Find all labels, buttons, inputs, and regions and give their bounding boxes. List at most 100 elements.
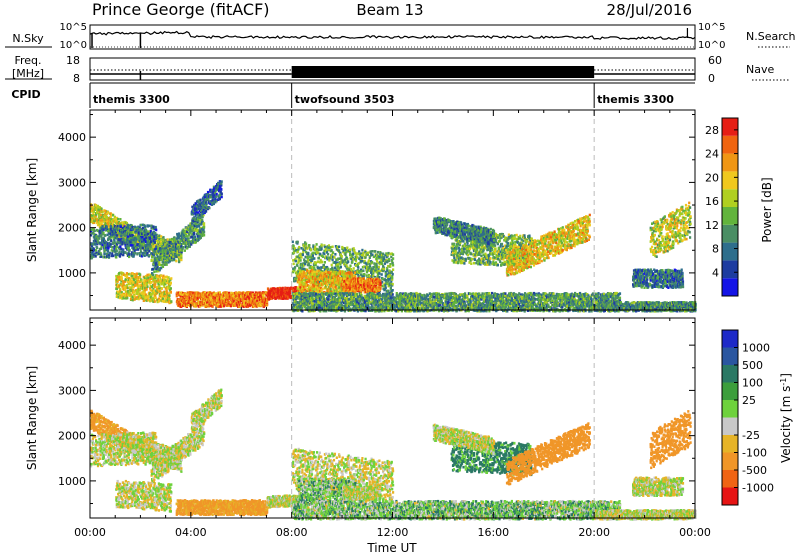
range-gate-cell [137, 243, 140, 246]
range-gate-cell [266, 287, 270, 290]
range-gate-cell [152, 300, 155, 303]
range-gate-cell [115, 256, 118, 259]
range-gate-cell [177, 234, 181, 238]
range-gate-cell [215, 304, 218, 308]
range-gate-cell [220, 192, 223, 195]
range-gate-cell [178, 257, 181, 261]
range-gate-cell [202, 228, 205, 231]
range-gate-cell [137, 280, 140, 284]
range-gate-cell [111, 230, 114, 234]
range-gate-cell [201, 294, 204, 297]
range-gate-cell [165, 261, 168, 264]
range-gate-cell [233, 299, 236, 302]
range-gate-cell [125, 272, 128, 275]
range-gate-cell [113, 215, 116, 219]
range-gate-cell [177, 243, 180, 247]
range-gate-cell [145, 277, 149, 281]
range-gate-cell [92, 210, 95, 213]
range-gate-cell [126, 296, 129, 300]
range-gate-cell [220, 188, 223, 191]
range-gate-cell [98, 247, 101, 251]
range-gate-cell [206, 190, 210, 194]
range-gate-cell [200, 203, 204, 206]
range-gate-cell [149, 245, 152, 248]
range-gate-cell [333, 266, 336, 270]
range-gate-cell [143, 279, 146, 282]
range-gate-cell [153, 278, 156, 281]
range-gate-cell [346, 257, 349, 261]
range-gate-cell [98, 217, 101, 220]
range-gate-cell [149, 284, 152, 288]
range-gate-cell [109, 245, 112, 248]
range-gate-cell [147, 245, 150, 248]
range-gate-cell [156, 275, 159, 279]
range-gate-cell [144, 225, 147, 229]
range-gate-cell [141, 236, 144, 239]
range-gate-cell [154, 243, 157, 247]
range-gate-cell [197, 299, 200, 303]
range-gate-cell [167, 295, 171, 299]
range-gate-cell [146, 252, 149, 255]
range-gate-cell [159, 253, 162, 257]
range-gate-cell [195, 223, 198, 227]
range-gate-cell [130, 276, 133, 280]
range-gate-cell [168, 294, 171, 297]
date-title: 28/Jul/2016 [607, 1, 692, 19]
range-gate-cell [115, 245, 118, 248]
range-gate-cell [135, 290, 138, 293]
range-gate-cell [126, 238, 129, 241]
range-gate-cell [253, 301, 256, 304]
range-gate-cell [165, 289, 168, 293]
range-gate-cell [90, 253, 94, 256]
range-gate-cell [127, 286, 130, 290]
range-gate-cell [116, 285, 119, 289]
range-gate-cell [137, 297, 140, 301]
range-gate-cell [199, 236, 202, 239]
range-gate-cell [136, 287, 139, 291]
range-gate-cell [183, 249, 186, 252]
range-gate-cell [139, 276, 142, 280]
range-gate-cell [135, 272, 138, 276]
range-gate-cell [96, 211, 99, 214]
freq-left-tick-top: 18 [66, 54, 80, 67]
range-gate-cell [219, 194, 222, 197]
range-gate-cell [118, 247, 121, 251]
range-gate-cell [120, 250, 123, 254]
range-gate-cell [133, 236, 136, 240]
range-gate-cell [160, 287, 163, 290]
range-gate-cell [131, 234, 134, 237]
range-gate-cell [97, 219, 100, 222]
range-gate-cell [198, 230, 201, 234]
range-gate-cell [152, 237, 155, 240]
range-gate-cell [145, 297, 148, 301]
range-gate-cell [98, 237, 101, 240]
range-gate-cell [127, 246, 130, 250]
range-gate-cell [93, 233, 96, 236]
range-gate-cell [205, 202, 208, 206]
range-gate-cell [138, 239, 141, 243]
range-gate-cell [129, 279, 132, 282]
range-gate-cell [167, 279, 170, 282]
range-gate-cell [250, 296, 253, 300]
range-gate-cell [179, 242, 182, 246]
range-gate-cell [155, 236, 158, 240]
range-gate-cell [155, 261, 158, 265]
range-gate-cell [114, 233, 117, 237]
range-gate-cell [161, 265, 165, 268]
range-gate-cell [321, 255, 325, 258]
range-gate-cell [197, 234, 200, 237]
range-gate-cell [229, 304, 232, 308]
range-gate-cell [118, 250, 121, 254]
range-gate-cell [209, 188, 212, 192]
range-gate-cell [156, 247, 160, 251]
range-gate-cell [158, 234, 161, 237]
range-gate-cell [128, 291, 131, 294]
range-gate-cell [179, 292, 182, 296]
range-gate-cell [194, 221, 197, 225]
range-gate-cell [130, 231, 133, 234]
range-gate-cell [92, 231, 95, 235]
range-gate-cell [107, 254, 111, 257]
range-gate-cell [103, 228, 106, 231]
range-gate-cell [179, 237, 182, 241]
range-gate-cell [184, 237, 187, 240]
